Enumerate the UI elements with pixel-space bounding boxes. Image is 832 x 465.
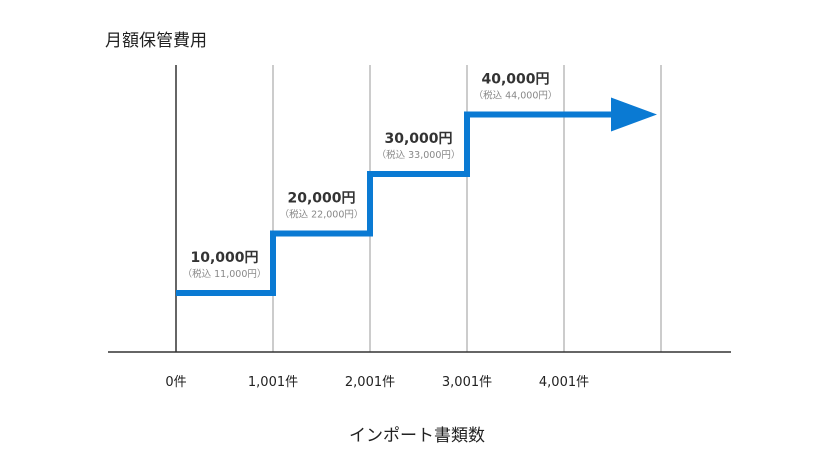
step-line-path [176,111,613,296]
tax-label: （税込 33,000円） [377,149,461,161]
price-labels: 10,000円 （税込 11,000円） 20,000円 （税込 22,000円） 30… [183,72,558,281]
chart-title: 月額保管費用 [105,31,207,51]
x-tick-label: 2,001件 [345,375,395,390]
vertical-grid [272,65,662,352]
x-tick-label: 3,001件 [442,375,492,390]
step-line [176,97,657,296]
price-label: 20,000円 [287,191,355,207]
x-axis-title: インポート書類数 [349,426,485,446]
x-tick-label: 0件 [165,375,186,390]
tax-label: （税込 44,000円） [474,90,558,102]
price-label: 30,000円 [384,131,452,147]
tax-label: （税込 11,000円） [183,268,267,280]
arrow-head [611,97,657,132]
price-label: 40,000円 [481,72,549,88]
x-tick-label: 1,001件 [248,375,298,390]
x-tick-labels: 0件 1,001件 2,001件 3,001件 4,001件 [165,375,589,390]
x-tick-label: 4,001件 [539,375,589,390]
tax-label: （税込 22,000円） [280,209,364,221]
price-label: 10,000円 [190,250,258,266]
